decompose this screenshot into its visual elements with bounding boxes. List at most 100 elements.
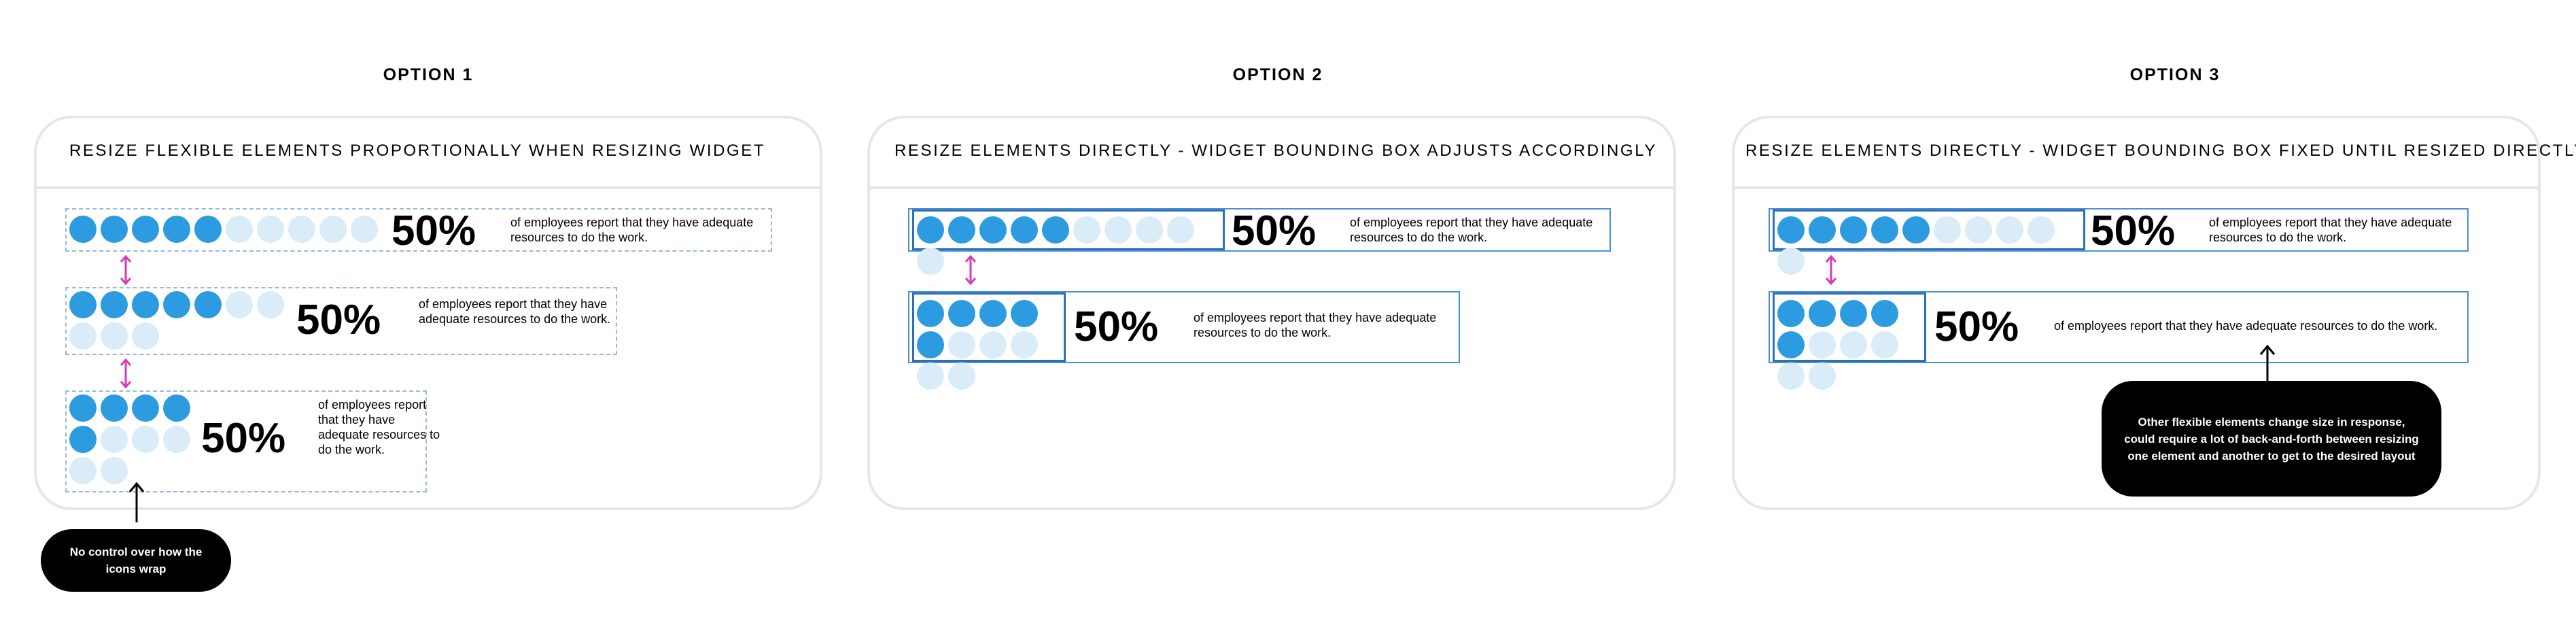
percent-value: 50%	[1934, 303, 2019, 350]
option-2-heading: OPTION 2	[1232, 65, 1323, 84]
icon-grid[interactable]	[1773, 292, 1926, 390]
person-icon-filled	[163, 216, 190, 243]
widget-description: of employees report that they have adequ…	[419, 297, 611, 326]
person-icon-empty	[288, 216, 315, 243]
icon-grid[interactable]	[912, 292, 1066, 390]
person-icon-filled	[163, 291, 190, 318]
person-icon-empty	[163, 426, 190, 453]
resize-arrow-icon	[120, 254, 132, 286]
person-icon-filled	[1011, 300, 1038, 327]
up-arrow-icon	[2259, 344, 2276, 382]
option-1-heading: OPTION 1	[383, 65, 474, 84]
person-icon-empty	[1809, 331, 1836, 358]
panel-title: RESIZE FLEXIBLE ELEMENTS PROPORTIONALLY …	[69, 141, 766, 160]
widget-wide[interactable]: 50% of employees report that they have a…	[1769, 207, 2469, 275]
widget-description: of employees report that they have adequ…	[1194, 311, 1437, 339]
person-icon-filled	[1809, 300, 1836, 327]
person-icon-filled	[69, 426, 97, 453]
widget-description: of employees report that they have adequ…	[510, 216, 754, 244]
option-1-panel: RESIZE FLEXIBLE ELEMENTS PROPORTIONALLY …	[34, 116, 822, 510]
resize-arrow-icon	[964, 254, 977, 286]
person-icon-filled	[163, 395, 190, 422]
icon-row[interactable]	[1773, 209, 2085, 275]
person-icon-filled	[194, 291, 222, 318]
person-icon-empty	[917, 248, 944, 275]
widget-bounding-box	[65, 287, 617, 355]
widget-description: of employees report that they have adequ…	[1350, 216, 1593, 244]
person-icon-filled	[917, 331, 944, 358]
widget-wide[interactable]: 50% of employees report that they have a…	[908, 208, 1611, 275]
person-icon-filled	[917, 216, 944, 244]
widget-bounding-box	[65, 390, 427, 492]
person-icon-filled	[1042, 216, 1069, 244]
person-icon-filled	[1871, 216, 1898, 244]
widget-bounding-box	[1769, 291, 2469, 363]
person-icon-filled	[1840, 300, 1867, 327]
widget-bounding-box	[65, 208, 772, 252]
widget-resized[interactable]: 50% of employees report that they have a…	[908, 291, 1460, 390]
person-icon-filled	[132, 395, 159, 422]
person-icon-empty	[1840, 331, 1867, 358]
person-icon-filled	[1871, 300, 1898, 327]
person-icon-filled	[1777, 331, 1805, 358]
person-icon-filled	[101, 395, 128, 422]
person-icon-filled	[948, 300, 975, 327]
person-icon-empty	[101, 426, 128, 453]
person-icon-filled	[979, 300, 1007, 327]
person-icon-empty	[1777, 248, 1805, 275]
icon-row[interactable]	[69, 216, 382, 244]
person-icon-filled	[1902, 216, 1930, 244]
option-3-heading: OPTION 3	[2129, 65, 2221, 84]
widget-wide[interactable]: 50% of employees report that they have a…	[65, 208, 772, 252]
person-icon-empty	[1073, 216, 1100, 244]
percent-value: 50%	[201, 415, 286, 462]
widget-medium[interactable]: 50% of employees report that they have a…	[65, 287, 617, 355]
widget-description: of employees report that they have adequ…	[2209, 216, 2452, 244]
panel-header: RESIZE ELEMENTS DIRECTLY - WIDGET BOUNDI…	[870, 118, 1673, 189]
person-icon-empty	[1136, 216, 1163, 244]
person-icon-filled	[1809, 216, 1836, 244]
widget-description: of employees report that they have adequ…	[318, 398, 440, 456]
widget-fixed[interactable]: 50% of employees report that they have a…	[1769, 291, 2469, 390]
panel-header: RESIZE ELEMENTS DIRECTLY - WIDGET BOUNDI…	[1735, 118, 2576, 189]
person-icon-filled	[979, 216, 1007, 244]
person-icon-empty	[1104, 216, 1132, 244]
percent-value: 50%	[2091, 207, 2176, 254]
person-icon-empty	[226, 291, 253, 318]
person-icon-empty	[1777, 363, 1805, 390]
icon-grid[interactable]	[69, 291, 287, 354]
percent-value: 50%	[1074, 303, 1159, 350]
person-icon-empty	[948, 331, 975, 358]
icon-row[interactable]	[912, 209, 1225, 275]
person-icon-empty	[1996, 216, 2023, 244]
person-icon-empty	[319, 216, 347, 243]
panel-title: RESIZE ELEMENTS DIRECTLY - WIDGET BOUNDI…	[1745, 141, 2576, 160]
person-icon-empty	[1809, 363, 1836, 390]
person-icon-filled	[948, 216, 975, 244]
resize-arrow-icon	[120, 358, 132, 389]
option-1-callout: No control over how the icons wrap	[41, 529, 231, 592]
person-icon-empty	[101, 322, 128, 350]
person-icon-filled	[1011, 216, 1038, 244]
person-icon-empty	[1934, 216, 1961, 244]
widget-description: of employees report that they have adequ…	[2054, 319, 2438, 333]
widget-bounding-box	[908, 208, 1611, 252]
person-icon-empty	[69, 457, 97, 484]
person-icon-filled	[1777, 216, 1805, 244]
resize-arrow-icon	[1825, 254, 1837, 286]
option-3-callout: Other flexible elements change size in r…	[2102, 381, 2441, 497]
person-icon-filled	[69, 395, 97, 422]
option-2-panel: RESIZE ELEMENTS DIRECTLY - WIDGET BOUNDI…	[867, 116, 1676, 510]
person-icon-empty	[257, 291, 284, 318]
person-icon-empty	[132, 322, 159, 350]
person-icon-filled	[917, 300, 944, 327]
person-icon-empty	[1871, 331, 1898, 358]
icon-grid[interactable]	[69, 395, 193, 490]
person-icon-empty	[257, 216, 284, 243]
widget-narrow[interactable]: 50% of employees report that they have a…	[65, 390, 440, 492]
person-icon-filled	[1840, 216, 1867, 244]
person-icon-empty	[2027, 216, 2055, 244]
person-icon-filled	[132, 291, 159, 318]
person-icon-filled	[69, 216, 97, 243]
person-icon-empty	[1965, 216, 1992, 244]
